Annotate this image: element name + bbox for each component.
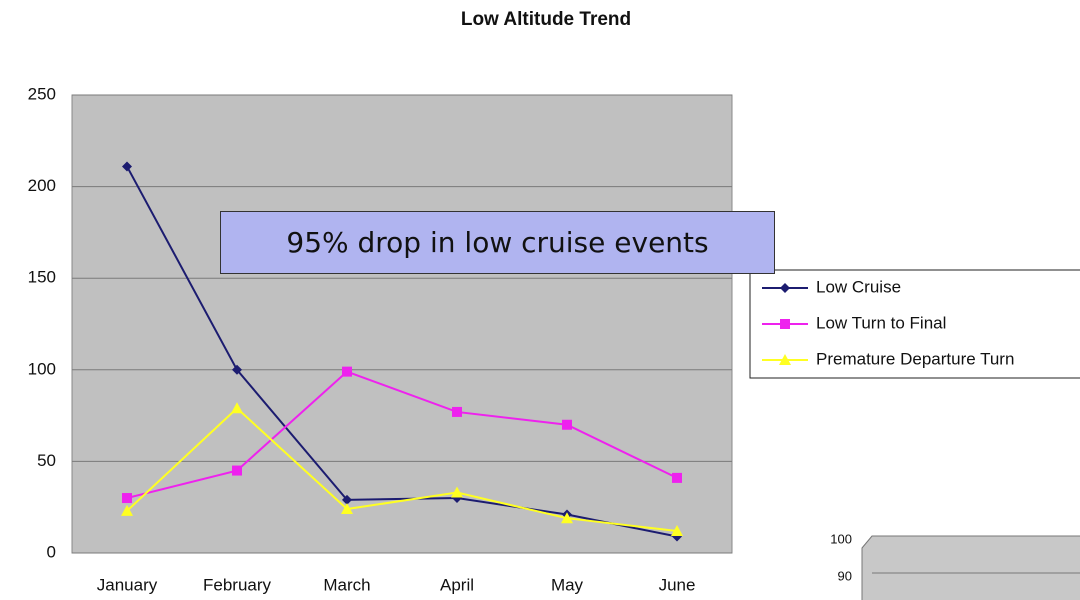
y-tick-label: 100 (830, 531, 852, 546)
x-tick-label: March (323, 575, 370, 594)
marker (561, 512, 573, 524)
marker (451, 486, 463, 498)
annotation: 95% drop in low cruise events (220, 211, 775, 274)
y-tick-label: 50 (37, 451, 56, 470)
x-tick-label: May (551, 575, 584, 594)
marker (562, 419, 572, 430)
y-tick-label: 100 (28, 359, 56, 378)
y-tick-label: 0 (47, 542, 56, 561)
plot-wall (861, 535, 1080, 600)
x-tick-label: February (203, 575, 272, 594)
legend-label: Low Cruise (816, 277, 901, 296)
marker (341, 503, 353, 515)
series-line (126, 165, 678, 538)
legend-box (749, 269, 1080, 379)
marker (231, 402, 243, 414)
series-line (126, 370, 678, 500)
marker (121, 504, 133, 516)
y-tick-label: 200 (28, 176, 56, 195)
series-line (126, 406, 678, 533)
legend-marker (780, 319, 790, 329)
marker (342, 494, 352, 505)
marker (232, 465, 242, 476)
marker (122, 161, 132, 172)
marker (232, 364, 242, 375)
x-tick-label: June (659, 575, 696, 594)
marker (671, 525, 683, 537)
y-tick-label: 90 (838, 568, 852, 583)
y-tick-label: 150 (28, 268, 56, 287)
plot-area (71, 94, 733, 554)
legend-marker (780, 283, 790, 293)
marker (452, 406, 462, 417)
y-tick-label: 250 (28, 84, 56, 103)
legend-label: Low Turn to Final (816, 313, 946, 332)
legend-label: Premature Departure Turn (816, 349, 1014, 368)
chart-title: Low Altitude Trend (461, 9, 631, 30)
marker (342, 366, 352, 377)
x-tick-label: January (97, 575, 158, 594)
marker (122, 493, 132, 504)
x-tick-label: April (440, 575, 474, 594)
marker (672, 472, 682, 483)
legend-marker (779, 354, 791, 365)
